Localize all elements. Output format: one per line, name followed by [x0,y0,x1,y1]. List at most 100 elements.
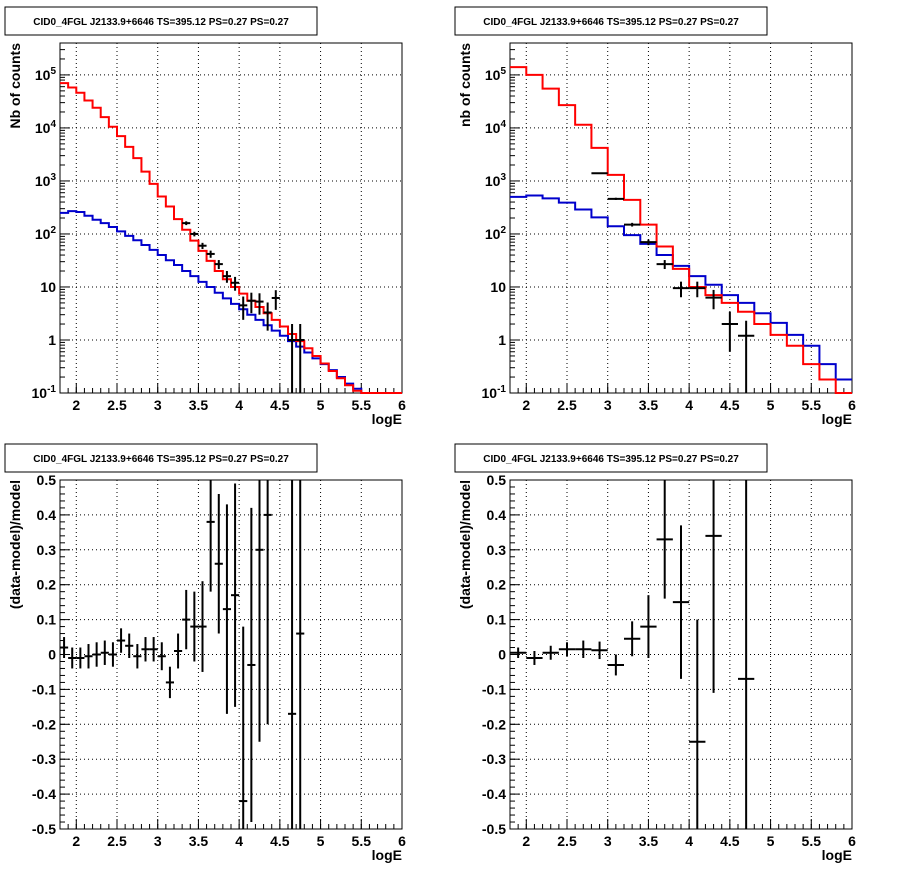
panel-bottom-right-residuals: 2 2.5 3 3.5 4 4.5 5 5.5 6 -0.5 -0.4 -0.3 -0.2 -0.1 0 0.… [454,443,856,863]
x-tick-label: 2.5 [557,833,577,849]
source-model-histogram [60,210,402,394]
panel-bottom-left-residuals: 2 2.5 3 3.5 4 4.5 5 5.5 6 -0.5 -0.4 -0.3 -0.2 -0.1 0 0.… [4,443,406,863]
y-tick-label: -0.3 [482,751,506,767]
x-tick-label: 2 [72,833,80,849]
chart-title: CID0_4FGL J2133.9+6646 TS=395.12 PS=0.27… [33,454,289,465]
y-tick-label: -0.5 [32,821,56,837]
y-tick-label: 0.5 [37,472,57,488]
y-tick-label: 105 [485,66,507,83]
y-tick-label: 10-1 [32,384,57,401]
y-tick-label: -0.1 [32,681,56,697]
y-tick-label-exponent: -1 [497,384,506,395]
y-tick-label: 10 [40,279,56,295]
panel-top-left-counts: 2 2.5 3 3.5 4 4.5 5 5.5 610-1110102103104105logE… [4,6,406,427]
y-tick-label: 10 [490,279,506,295]
y-tick-label: 0.1 [37,612,57,628]
x-tick-label: 3 [604,833,612,849]
plot-frame [59,42,403,394]
y-tick-label: 1 [498,332,506,348]
x-tick-label: 5.5 [352,833,372,849]
y-tick-label-exponent: 4 [500,119,506,130]
y-tick-label-base: 10 [32,385,48,401]
y-tick-label: 0 [48,647,56,663]
y-tick-label-base: 10 [485,173,501,189]
y-tick-label: 102 [35,225,57,242]
y-tick-label-base: 10 [35,67,51,83]
title-box [4,6,318,36]
y-axis-title: (data-model)/model [457,480,473,609]
x-tick-label: 6 [398,833,406,849]
y-tick-label: 0 [498,647,506,663]
y-tick-label-exponent: 2 [500,225,506,236]
plot-frame [509,42,853,394]
x-tick-label: 4.5 [720,833,740,849]
x-tick-label: 3 [154,833,162,849]
x-tick-label: 6 [398,397,406,413]
x-tick-label: 5 [317,397,325,413]
y-tick-label: 0.1 [487,612,507,628]
x-tick-label: 5.5 [352,397,372,413]
y-tick-label-exponent: -1 [47,384,56,395]
y-tick-label-exponent: 3 [500,172,506,183]
x-tick-label: 3.5 [189,397,209,413]
y-tick-label: 0.2 [37,577,57,593]
y-tick-label: -0.1 [482,681,506,697]
y-tick-label: -0.5 [482,821,506,837]
x-tick-label: 5 [767,397,775,413]
x-tick-label: 4 [685,397,693,413]
x-tick-label: 5.5 [802,397,822,413]
x-tick-label: 5.5 [802,833,822,849]
y-tick-label-exponent: 5 [500,66,506,77]
chart-title: CID0_4FGL J2133.9+6646 TS=395.12 PS=0.27… [483,454,739,465]
y-tick-label: 103 [485,172,507,189]
x-tick-label: 6 [848,397,856,413]
y-tick-label-base: 10 [35,226,51,242]
x-tick-label: 3.5 [639,397,659,413]
x-tick-label: 2 [72,397,80,413]
x-axis-title: logE [822,847,852,863]
y-tick-label: -0.4 [32,786,56,802]
chart-title: CID0_4FGL J2133.9+6646 TS=395.12 PS=0.27… [33,17,289,28]
y-tick-label: 104 [35,119,57,136]
x-tick-label: 4.5 [720,397,740,413]
y-tick-label: -0.2 [482,716,506,732]
x-tick-label: 5 [767,833,775,849]
panel-top-right-counts: 2 2.5 3 3.5 4 4.5 5 5.5 610-1110102103104105logE… [454,6,856,427]
title-box [4,443,318,473]
y-tick-label: 0.5 [487,472,507,488]
x-tick-label: 3 [604,397,612,413]
x-tick-label: 5 [317,833,325,849]
y-tick-label: 10-1 [482,384,507,401]
y-axis-title: Nb of counts [7,43,23,129]
x-tick-label: 6 [848,833,856,849]
total-model-histogram [60,82,402,394]
y-tick-label: 0.3 [487,542,507,558]
y-tick-label: 1 [48,332,56,348]
y-tick-label-base: 10 [485,67,501,83]
x-axis-title: logE [372,847,402,863]
y-tick-label: -0.2 [32,716,56,732]
y-axis-title: nb of counts [457,43,473,127]
x-tick-label: 2.5 [107,833,127,849]
title-box [454,6,768,36]
y-tick-label-base: 10 [35,173,51,189]
y-tick-label: 0.2 [487,577,507,593]
source-model-histogram [510,194,852,381]
y-tick-label-base: 10 [35,120,51,136]
x-tick-label: 4.5 [270,397,290,413]
plot-frame [59,479,403,830]
y-tick-label-base: 10 [485,226,501,242]
x-axis-title: logE [822,411,852,427]
y-tick-label: 0.4 [37,507,57,523]
x-tick-label: 4 [685,833,693,849]
x-tick-label: 4 [235,397,243,413]
y-tick-label-exponent: 4 [50,119,56,130]
x-tick-label: 2.5 [557,397,577,413]
y-tick-label: -0.4 [482,786,506,802]
title-box [454,443,768,473]
y-tick-label: 105 [35,66,57,83]
y-tick-label-exponent: 2 [50,225,56,236]
x-tick-label: 2 [522,833,530,849]
x-tick-label: 3.5 [639,833,659,849]
